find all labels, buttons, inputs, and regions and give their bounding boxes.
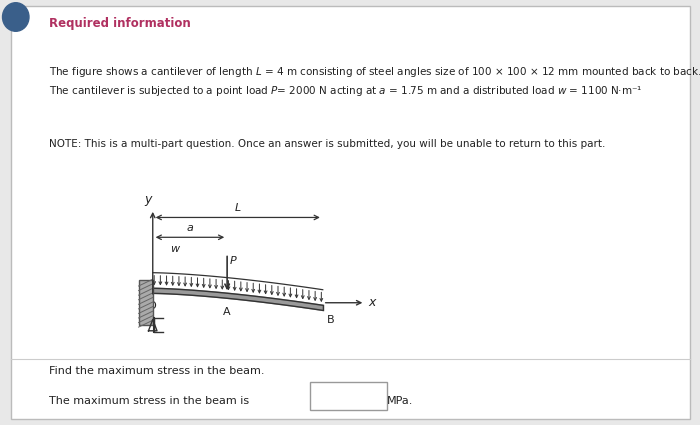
Text: L: L (234, 203, 241, 213)
Text: y: y (145, 193, 152, 206)
Text: w: w (169, 244, 179, 254)
Text: x: x (368, 296, 375, 309)
Text: P: P (230, 256, 237, 266)
Text: B: B (327, 315, 335, 325)
Circle shape (3, 3, 29, 31)
Text: O: O (147, 301, 155, 311)
Text: a: a (186, 223, 193, 233)
FancyBboxPatch shape (310, 382, 386, 410)
Text: NOTE: This is a multi-part question. Once an answer is submitted, you will be un: NOTE: This is a multi-part question. Onc… (49, 139, 606, 150)
Polygon shape (153, 288, 323, 310)
Bar (139, 280, 153, 325)
Text: MPa.: MPa. (386, 396, 413, 406)
Text: Required information: Required information (49, 17, 190, 30)
Text: A: A (223, 307, 231, 317)
Text: Find the maximum stress in the beam.: Find the maximum stress in the beam. (49, 366, 265, 376)
Text: The figure shows a cantilever of length $L$ = 4 m consisting of steel angles siz: The figure shows a cantilever of length … (49, 65, 700, 98)
Text: The maximum stress in the beam is: The maximum stress in the beam is (49, 396, 249, 406)
Text: !: ! (13, 10, 19, 24)
